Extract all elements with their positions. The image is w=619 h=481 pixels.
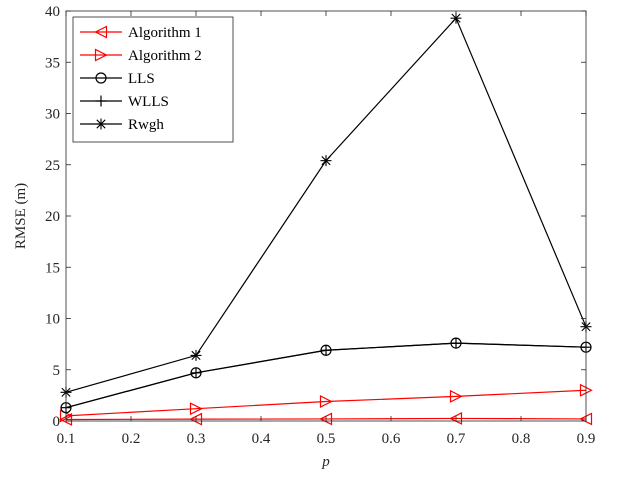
x-tick-label: 0.5 [317, 431, 336, 447]
legend-marker-rwgh [95, 118, 107, 130]
legend-marker-lls [95, 72, 107, 84]
legend-label: WLLS [128, 94, 169, 110]
x-axis-title: p [321, 454, 330, 470]
y-tick-label: 10 [45, 312, 60, 328]
data-point-wlls [190, 367, 202, 379]
data-point-wlls [450, 337, 462, 349]
data-point-wlls [320, 344, 332, 356]
y-tick-label: 40 [45, 4, 60, 20]
tick-layer: 0.1 0.2 0.3 0.4 0.5 0.6 0.7 0.8 0.9 0 5 10 15 20 25 30 3… [45, 4, 595, 447]
x-tick-label: 0.3 [187, 431, 206, 447]
x-tick-label: 0.8 [512, 431, 531, 447]
data-point-algorithm-2 [189, 402, 203, 416]
legend: Algorithm 1 Algorithm 2 LLS WLLS Rwgh [72, 16, 234, 143]
y-tick-label: 20 [45, 209, 60, 225]
legend-entry-algorithm-1: Algorithm 1 [80, 25, 202, 41]
y-tick-label: 25 [45, 158, 60, 174]
x-tick-label: 0.7 [447, 431, 466, 447]
legend-label: LLS [128, 71, 155, 87]
legend-label: Algorithm 1 [128, 25, 202, 41]
data-point-rwgh [190, 349, 202, 361]
legend-marker-wlls [95, 95, 107, 107]
x-tick-label: 0.2 [122, 431, 141, 447]
legend-entry-rwgh: Rwgh [80, 117, 164, 133]
y-axis-title: RMSE (m) [13, 183, 29, 249]
data-point-algorithm-2 [449, 389, 463, 403]
legend-label: Rwgh [128, 117, 164, 133]
series-rwgh [60, 12, 592, 398]
legend-marker-algorithm-1 [94, 25, 108, 39]
y-tick-label: 30 [45, 107, 60, 123]
y-tick-label: 35 [45, 55, 60, 71]
legend-entry-algorithm-2: Algorithm 2 [80, 48, 202, 64]
legend-marker-algorithm-2 [94, 48, 108, 62]
legend-entry-lls: LLS [80, 71, 155, 87]
x-tick-label: 0.6 [382, 431, 401, 447]
y-tick-label: 5 [53, 363, 61, 379]
data-point-rwgh [320, 155, 332, 167]
legend-box [72, 16, 234, 143]
data-point-algorithm-2 [319, 395, 333, 408]
x-tick-label: 0.9 [577, 431, 596, 447]
series-line-algorithm-2 [65, 389, 587, 417]
legend-label: Algorithm 2 [128, 48, 202, 64]
x-tick-label: 0.4 [252, 431, 271, 447]
x-tick-label: 0.1 [57, 431, 76, 447]
legend-entry-wlls: WLLS [80, 94, 169, 110]
y-tick-label: 15 [45, 260, 60, 276]
y-tick-label: 0 [53, 414, 61, 430]
